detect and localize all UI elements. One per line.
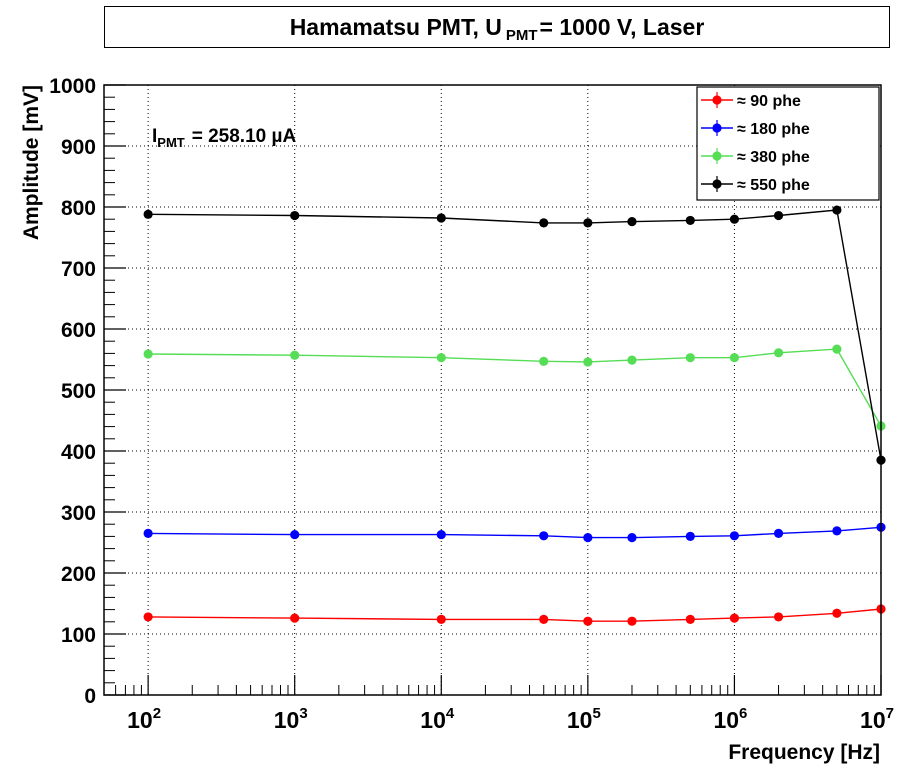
x-tick-label: 106 xyxy=(713,705,747,733)
y-axis-label: Amplitude [mV] xyxy=(20,85,43,240)
data-point xyxy=(583,616,593,626)
annotation-tail: = 258.10 µA xyxy=(192,126,297,147)
legend-marker xyxy=(712,151,722,161)
svg-text:IPMT= 258.10 µA: IPMT = 258.10 µA xyxy=(152,126,296,150)
data-point xyxy=(583,533,593,543)
series-group xyxy=(143,205,886,626)
legend-entry-label: ≈ 550 phe xyxy=(737,177,810,194)
legend-entry-label: ≈ 380 phe xyxy=(737,149,810,166)
y-tick-label: 700 xyxy=(61,258,96,281)
data-point xyxy=(685,353,695,363)
x-tick-label: 105 xyxy=(567,705,601,733)
data-point xyxy=(773,612,784,622)
legend-box xyxy=(696,86,880,201)
y-tick-label: 800 xyxy=(61,197,96,220)
grid xyxy=(104,85,881,695)
annotation-subscript: PMT xyxy=(157,135,185,150)
chart-title-subscript: PMT xyxy=(505,26,538,44)
series-0 xyxy=(143,604,886,626)
y-tick-label: 600 xyxy=(61,319,96,342)
data-point xyxy=(539,531,549,541)
legend: ≈ 90 phe ≈ 180 phe ≈ 380 phe ≈ 550 phe xyxy=(696,86,880,201)
legend-entry-label: ≈ 180 phe xyxy=(737,121,810,138)
data-point xyxy=(729,214,740,224)
data-point xyxy=(832,608,842,618)
y-tick-label: 900 xyxy=(61,136,96,159)
y-tick-label: 500 xyxy=(61,380,96,403)
data-point xyxy=(627,355,637,365)
data-point xyxy=(290,350,300,360)
data-point xyxy=(832,344,842,354)
tick-labels: 0 100 200 300 400 500 600 700 800 900 1000 102 103 10… xyxy=(49,75,894,733)
y-tick-label: 300 xyxy=(61,502,96,525)
data-point xyxy=(773,210,784,221)
data-point xyxy=(143,349,153,359)
x-tick-label: 107 xyxy=(860,705,894,733)
chart-title: Hamamatsu PMT, U PMT = 1000 V, Laser xyxy=(104,6,890,48)
y-tick-label: 100 xyxy=(61,624,96,647)
series-line xyxy=(148,209,882,461)
data-point xyxy=(436,529,446,540)
data-point xyxy=(729,531,740,541)
chart-title-main: Hamamatsu PMT, U xyxy=(289,13,502,40)
data-point xyxy=(290,210,300,221)
x-tick-label: 104 xyxy=(420,705,455,733)
data-point xyxy=(290,613,300,623)
data-point xyxy=(685,215,695,226)
data-point xyxy=(436,614,446,624)
data-point xyxy=(143,612,153,622)
series-line xyxy=(148,348,882,427)
legend-marker xyxy=(712,179,722,189)
y-tick-label: 0 xyxy=(84,685,96,708)
legend-marker xyxy=(712,123,722,133)
series-2 xyxy=(143,344,886,431)
data-point xyxy=(685,614,695,624)
data-point xyxy=(436,213,446,223)
data-point xyxy=(832,526,842,536)
data-point xyxy=(832,205,842,215)
data-point xyxy=(583,218,593,228)
data-point xyxy=(290,529,300,540)
chart-title-tail: = 1000 V, Laser xyxy=(539,13,705,40)
data-point xyxy=(436,353,446,363)
data-point xyxy=(143,528,153,538)
series-1 xyxy=(143,522,886,543)
data-point xyxy=(143,209,153,219)
series-line xyxy=(148,526,882,539)
data-point xyxy=(539,614,549,624)
data-point xyxy=(583,357,593,367)
data-point xyxy=(685,531,695,542)
x-tick-label: 102 xyxy=(127,705,161,733)
annotation-main: I xyxy=(152,126,157,147)
y-tick-label: 400 xyxy=(61,441,96,464)
data-point xyxy=(539,356,549,366)
data-point xyxy=(773,348,784,358)
data-point xyxy=(539,218,549,228)
x-tick-label: 103 xyxy=(274,705,308,733)
data-point xyxy=(729,613,740,623)
current-annotation: IPMT = 258.10 µA xyxy=(152,126,296,150)
data-point xyxy=(773,528,784,538)
data-point xyxy=(627,616,637,626)
data-point xyxy=(627,533,637,543)
series-line xyxy=(148,608,882,622)
legend-entry-label: ≈ 90 phe xyxy=(737,93,801,110)
x-axis-label: Frequency [Hz] xyxy=(728,741,880,764)
y-tick-label: 200 xyxy=(61,563,96,586)
legend-marker xyxy=(712,95,722,105)
y-tick-label: 1000 xyxy=(49,75,96,98)
data-point xyxy=(627,217,637,227)
data-point xyxy=(729,353,740,363)
axis-ticks xyxy=(103,84,882,696)
series-3 xyxy=(143,205,886,465)
